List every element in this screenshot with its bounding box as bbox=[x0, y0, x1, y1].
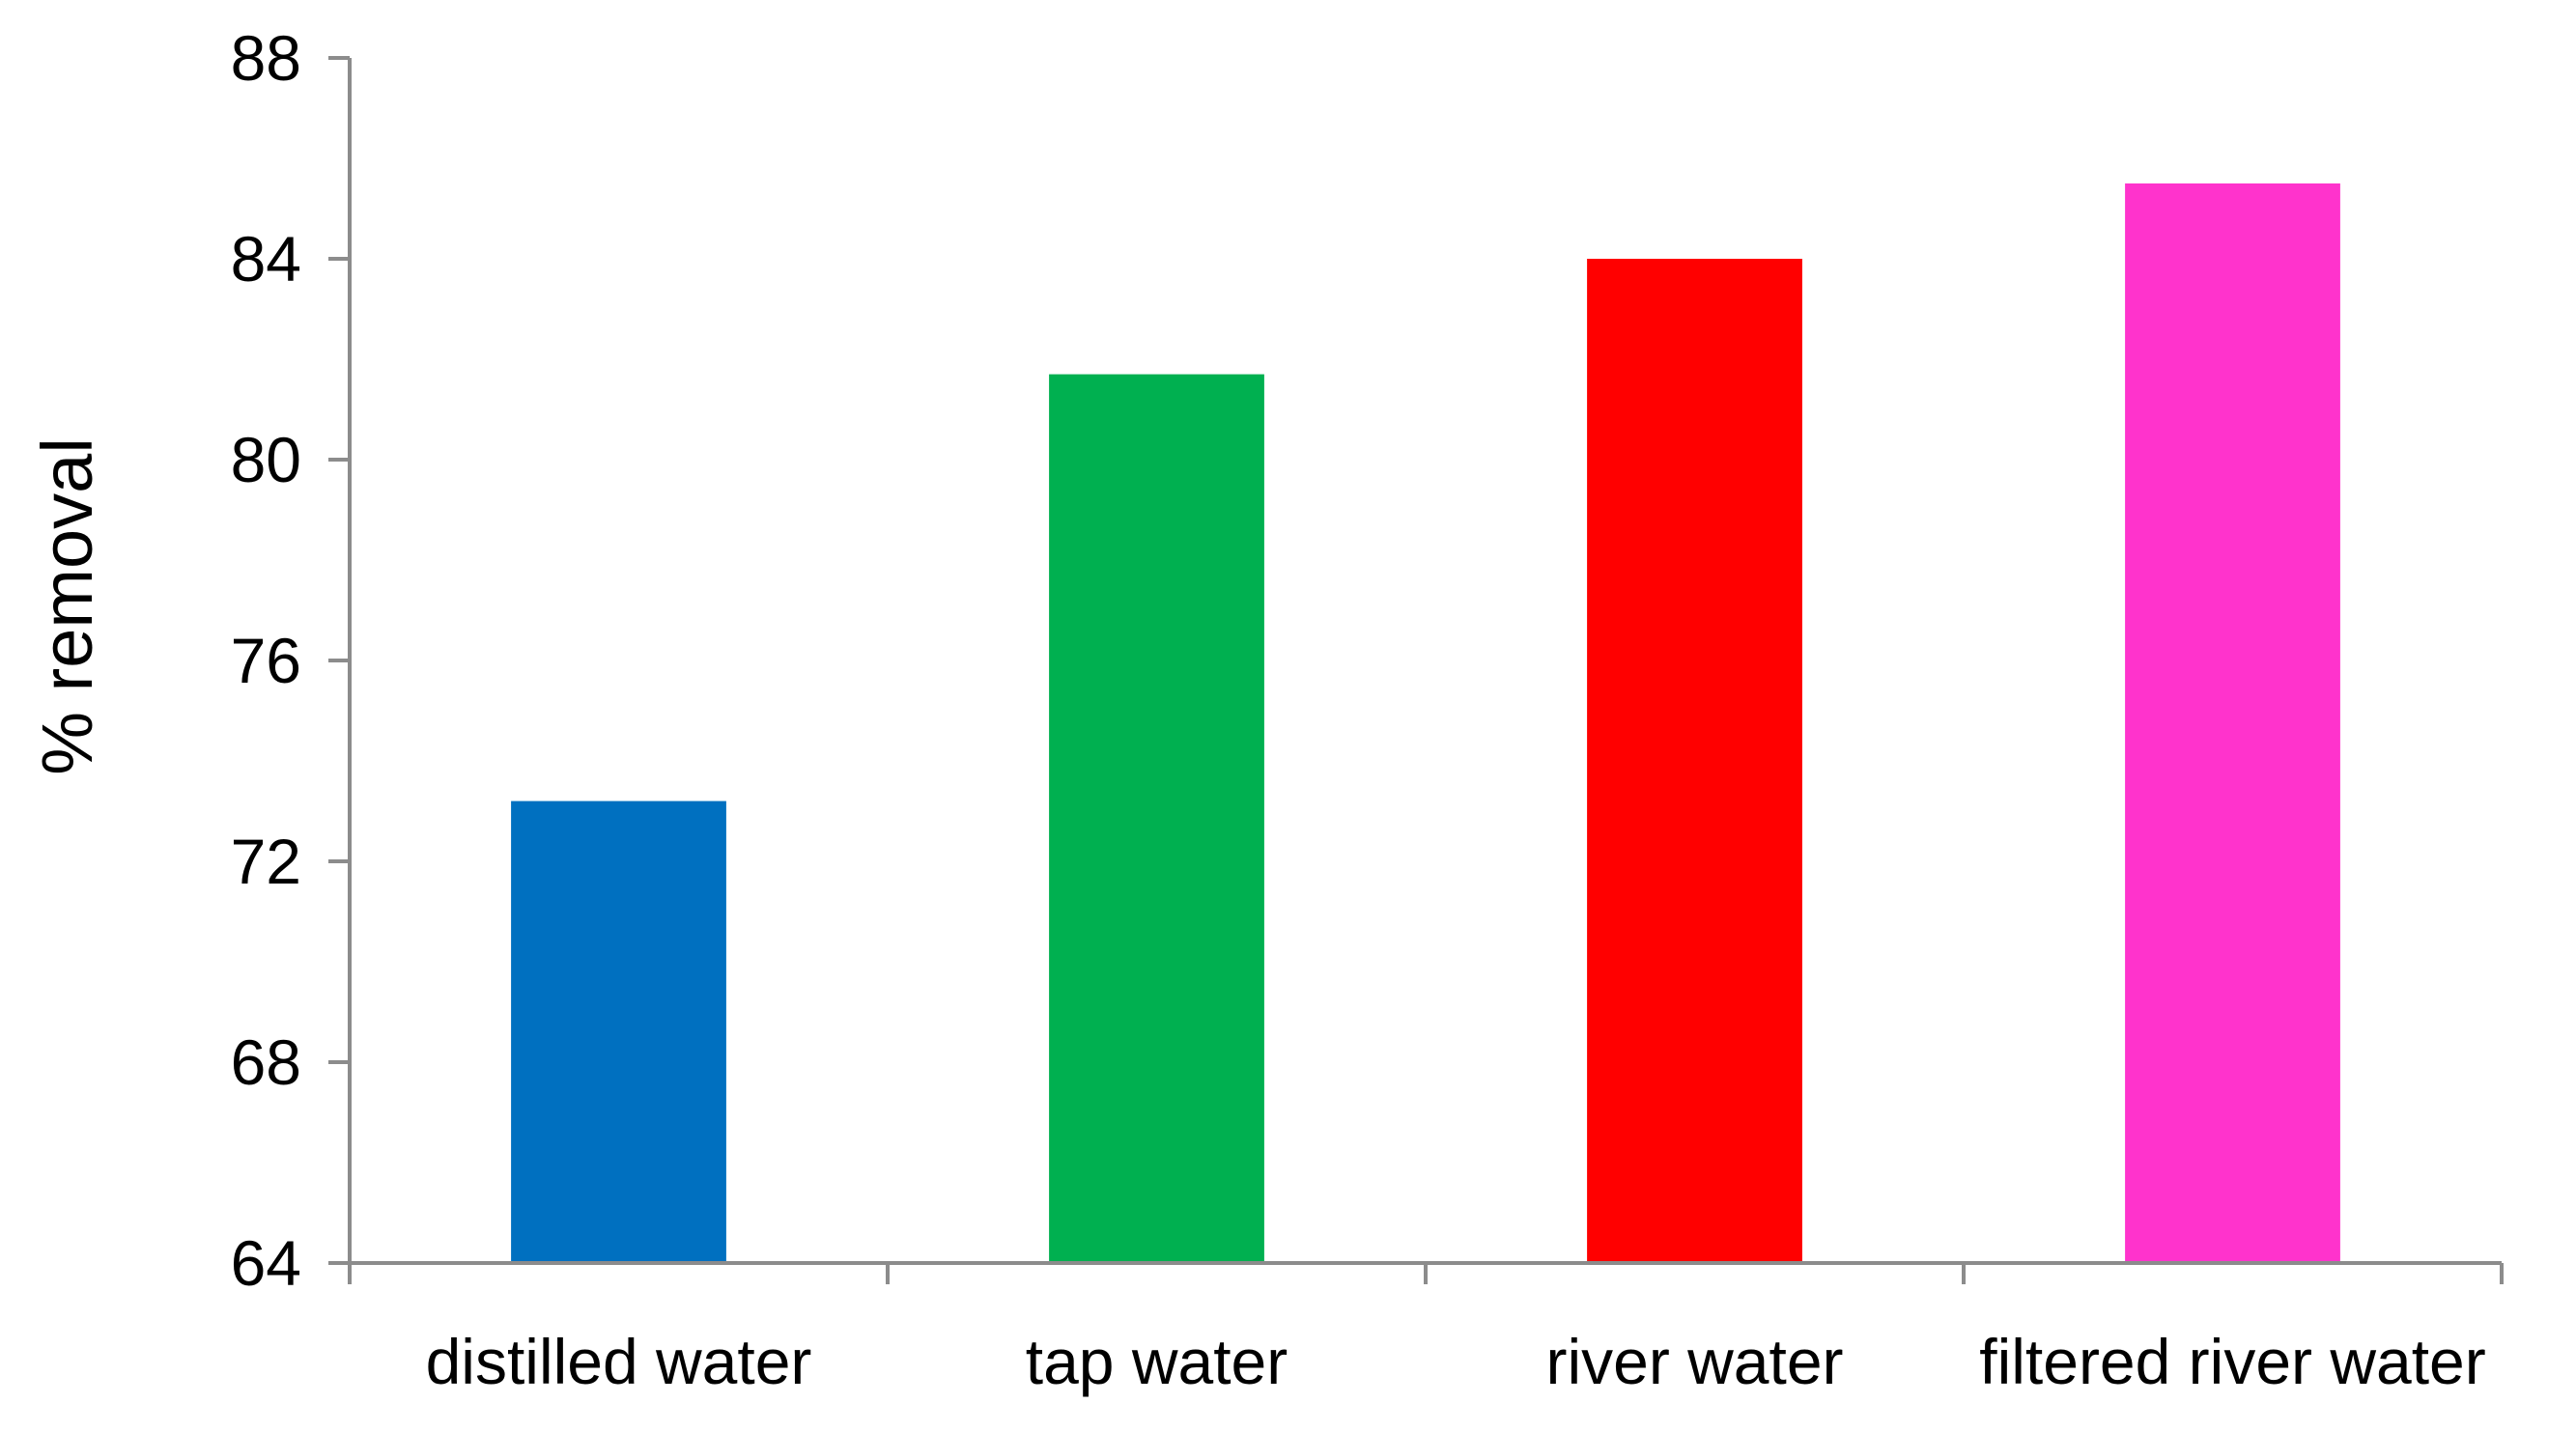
y-axis-title: % removal bbox=[27, 437, 107, 775]
y-axis-ticks: 64 68 72 76 80 84 88 bbox=[231, 22, 350, 1299]
y-tick-label: 68 bbox=[231, 1026, 301, 1098]
x-tick-label: river water bbox=[1545, 1326, 1843, 1397]
x-tick-label: filtered river water bbox=[1979, 1326, 2486, 1397]
y-tick-label: 64 bbox=[231, 1227, 301, 1299]
y-tick-label: 72 bbox=[231, 826, 301, 897]
x-tick-label: distilled water bbox=[426, 1326, 812, 1397]
x-axis-ticks bbox=[348, 1263, 2504, 1284]
bar bbox=[2125, 183, 2340, 1263]
y-tick-label: 76 bbox=[231, 625, 301, 696]
bar bbox=[511, 800, 726, 1263]
y-tick-label: 80 bbox=[231, 424, 301, 495]
x-tick-label: tap water bbox=[1026, 1326, 1288, 1397]
y-tick-label: 88 bbox=[231, 22, 301, 94]
bars-group bbox=[511, 183, 2340, 1264]
bar bbox=[1587, 259, 1802, 1263]
bar bbox=[1049, 374, 1264, 1264]
x-axis-labels: distilled water tap water river water filte… bbox=[426, 1326, 2486, 1397]
y-tick-label: 84 bbox=[231, 223, 301, 295]
